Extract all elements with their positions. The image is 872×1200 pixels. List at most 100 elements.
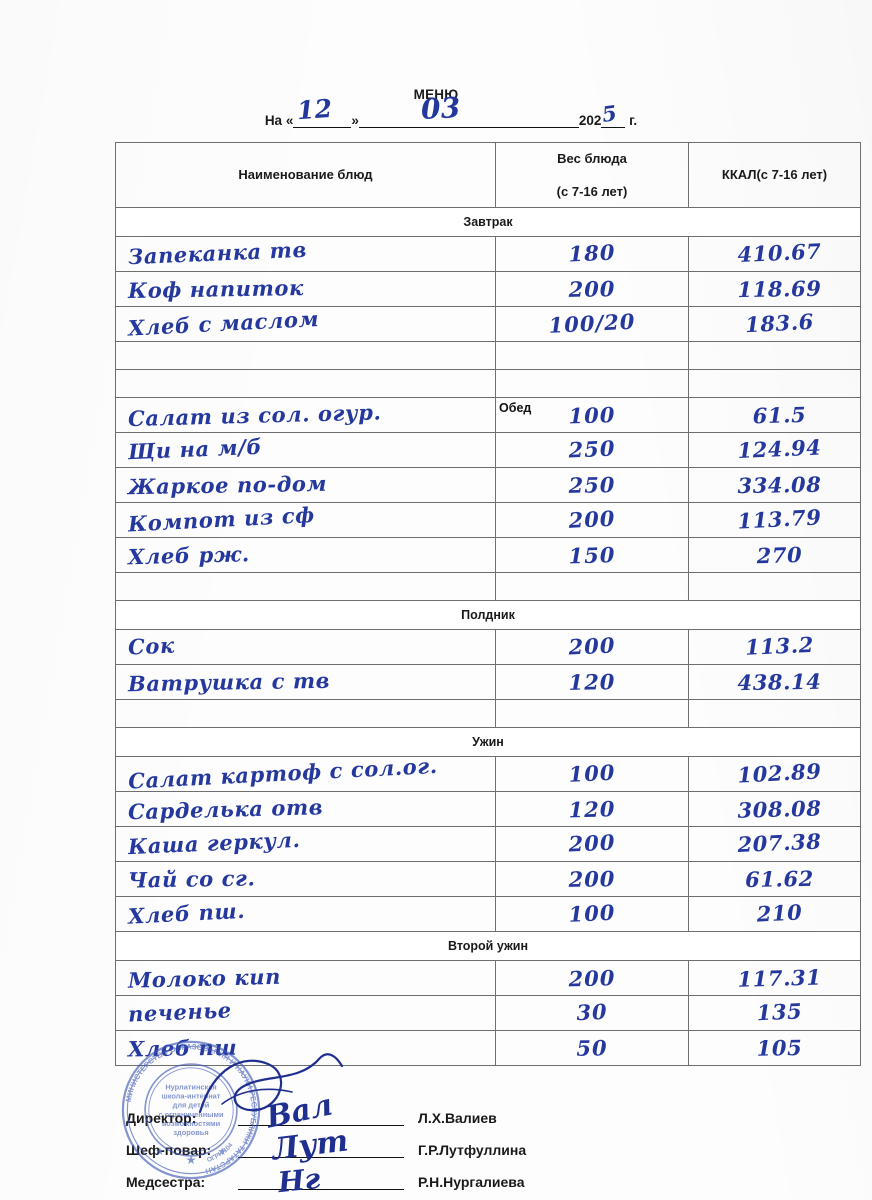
cell-dish: Компот из сф bbox=[115, 502, 496, 538]
year-suffix-label: г. bbox=[625, 112, 638, 128]
cell-dish: Сок bbox=[115, 629, 496, 665]
dish-name-handwritten: Хлеб с маслом bbox=[127, 305, 320, 341]
dish-weight-handwritten: 200 bbox=[568, 965, 616, 992]
section-header-row: Ужин bbox=[115, 727, 861, 757]
handwritten-signature: Нг bbox=[276, 1161, 322, 1200]
menu-table: Наименование блюд Вес блюда (с 7-16 лет)… bbox=[115, 142, 861, 1066]
signature-role-label: Шеф-повар: bbox=[126, 1142, 212, 1158]
cell-kcal: 410.67 bbox=[688, 236, 861, 272]
cell-dish: Ватрушка с тв bbox=[115, 664, 496, 700]
cell-kcal: 438.14 bbox=[688, 664, 861, 700]
dish-name-handwritten: Хлеб пш. bbox=[127, 897, 246, 929]
cell-weight bbox=[495, 699, 689, 728]
year-blank[interactable]: 5 bbox=[601, 100, 626, 128]
signature-line[interactable]: Вал bbox=[238, 1087, 404, 1136]
cell-kcal bbox=[688, 369, 861, 398]
cell-kcal: 334.08 bbox=[688, 467, 861, 503]
dish-weight-handwritten: 200 bbox=[567, 505, 617, 533]
day-blank[interactable]: 12 bbox=[293, 93, 352, 128]
cell-dish bbox=[115, 341, 496, 370]
dish-name-handwritten: Жаркое по-дом bbox=[127, 470, 328, 500]
dish-kcal-handwritten: 308.08 bbox=[737, 795, 822, 823]
dish-kcal-handwritten: 124.94 bbox=[737, 434, 822, 464]
document-header: МЕНЮ На « 12 » 03 202 5 г. bbox=[0, 88, 872, 128]
cell-kcal: 117.31 bbox=[688, 960, 861, 996]
stamp-inner-line: Нурлатинская bbox=[165, 1082, 216, 1091]
dish-kcal-handwritten: 207.38 bbox=[737, 828, 822, 858]
dish-name-handwritten: Сок bbox=[127, 632, 176, 660]
section-label-4: Второй ужин bbox=[115, 931, 861, 961]
signature-role-label: Директор: bbox=[126, 1110, 197, 1126]
table-row: Жаркое по-дом 250 334.08 bbox=[115, 467, 861, 503]
dish-weight-handwritten: 30 bbox=[575, 998, 609, 1026]
handwritten-month: 03 bbox=[420, 90, 462, 126]
dish-weight-handwritten: 250 bbox=[568, 435, 616, 463]
dish-name-handwritten: Салат картоф с сол.ог. bbox=[127, 752, 439, 794]
dish-kcal-handwritten: 334.08 bbox=[737, 471, 822, 499]
table-row-empty bbox=[115, 369, 861, 398]
signature-line[interactable]: Нг bbox=[238, 1162, 404, 1199]
month-blank[interactable]: 03 bbox=[358, 90, 579, 128]
cell-dish: Сарделька отв bbox=[115, 791, 496, 827]
cell-weight: 200 bbox=[495, 826, 689, 862]
cell-weight: 120 bbox=[495, 791, 689, 827]
column-header-weight-main: Вес блюда bbox=[557, 150, 627, 166]
table-row: Хлеб рж. 150 270 bbox=[115, 537, 861, 573]
dish-kcal-handwritten: 118.69 bbox=[737, 275, 822, 303]
dish-kcal-handwritten: 438.14 bbox=[737, 668, 822, 696]
dish-weight-handwritten: 100 bbox=[567, 759, 617, 787]
dish-name-handwritten: Запеканка тв bbox=[127, 236, 308, 270]
table-row: Молоко кип 200 117.31 bbox=[115, 960, 861, 996]
dish-name-handwritten: Салат из сол. огур. bbox=[127, 399, 382, 432]
table-row-empty bbox=[115, 341, 861, 370]
cell-weight: 200 bbox=[495, 629, 689, 665]
dish-kcal-handwritten: 113.2 bbox=[744, 631, 815, 660]
section-label-2: Полдник bbox=[115, 600, 861, 630]
cell-dish: Коф напиток bbox=[115, 271, 496, 307]
dish-name-handwritten: Коф напиток bbox=[127, 274, 305, 304]
cell-kcal: 183.6 bbox=[688, 306, 861, 342]
dish-weight-handwritten: 120 bbox=[568, 796, 616, 823]
table-row: Хлеб пш. 100 210 bbox=[115, 896, 861, 932]
dish-weight-handwritten: 50 bbox=[576, 1035, 608, 1061]
section-label-obed: Обед bbox=[499, 401, 532, 415]
signature-line[interactable]: Лут bbox=[238, 1123, 404, 1168]
cell-kcal: 210 bbox=[688, 896, 861, 932]
cell-dish bbox=[115, 369, 496, 398]
dish-weight-handwritten: 180 bbox=[568, 239, 616, 267]
table-row-empty bbox=[115, 699, 861, 728]
cell-kcal: 61.5 bbox=[688, 397, 861, 433]
dish-kcal-handwritten: 61.62 bbox=[744, 865, 815, 893]
cell-weight: 120 bbox=[495, 664, 689, 700]
cell-kcal: 113.2 bbox=[688, 629, 861, 665]
dish-kcal-handwritten: 410.67 bbox=[737, 238, 822, 268]
cell-kcal: 124.94 bbox=[688, 432, 861, 468]
cell-weight: 50 bbox=[495, 1030, 689, 1066]
section-header-row: Второй ужин bbox=[115, 931, 861, 961]
cell-kcal: 105 bbox=[688, 1030, 861, 1066]
column-header-weight-sub: (с 7-16 лет) bbox=[556, 183, 628, 199]
cell-dish: Хлеб пш bbox=[115, 1030, 496, 1066]
cell-weight: 100 bbox=[495, 896, 689, 932]
cell-dish: Щи на м/б bbox=[115, 432, 496, 468]
dish-kcal-handwritten: 113.79 bbox=[736, 504, 823, 534]
signature-role-label: Медсестра: bbox=[126, 1174, 206, 1190]
signature-row: Шеф-повар: Лут Г.Р.Лутфуллина bbox=[126, 1123, 526, 1168]
cell-dish: Жаркое по-дом bbox=[115, 467, 496, 503]
dish-kcal-handwritten: 183.6 bbox=[744, 308, 815, 338]
table-row: Обед Салат из сол. огур. 100 61.5 bbox=[115, 397, 861, 433]
dish-weight-handwritten: 200 bbox=[568, 866, 616, 892]
date-quote-close: » bbox=[351, 112, 359, 128]
dish-name-handwritten: Сарделька отв bbox=[127, 794, 324, 825]
cell-weight: 250 bbox=[495, 467, 689, 503]
dish-name-handwritten: Ватрушка с тв bbox=[127, 667, 331, 697]
section-header-row: Завтрак bbox=[115, 207, 861, 237]
cell-kcal: 113.79 bbox=[688, 502, 861, 538]
cell-kcal: 135 bbox=[688, 995, 861, 1031]
dish-weight-handwritten: 200 bbox=[568, 829, 616, 857]
handwritten-year-digit: 5 bbox=[600, 99, 619, 127]
cell-kcal bbox=[688, 341, 861, 370]
dish-weight-handwritten: 100 bbox=[567, 899, 617, 927]
dish-name-handwritten: Щи на м/б bbox=[127, 433, 263, 465]
table-row: Компот из сф 200 113.79 bbox=[115, 502, 861, 538]
